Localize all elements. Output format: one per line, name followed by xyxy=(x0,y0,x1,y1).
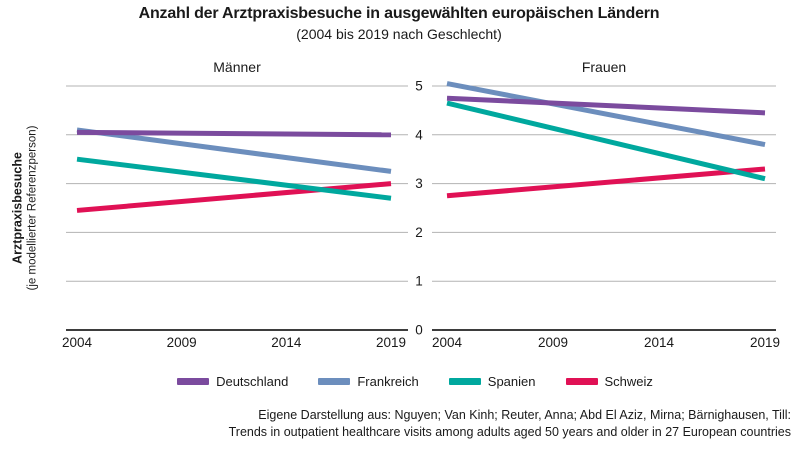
panel-title-manner: Männer xyxy=(213,59,261,75)
legend-item-schweiz: Schweiz xyxy=(565,374,653,389)
source-note-line1: Eigene Darstellung aus: Nguyen; Van Kinh… xyxy=(258,408,791,422)
series-line-spanien-frauen xyxy=(446,100,766,182)
legend-label: Schweiz xyxy=(604,374,653,389)
series-line-frankreich-manner xyxy=(76,127,392,174)
legend-swatch-schweiz xyxy=(565,378,598,385)
chart-subtitle: (2004 bis 2019 nach Geschlecht) xyxy=(296,26,502,42)
y-tick-label: 1 xyxy=(415,274,423,289)
series-line-schweiz-frauen xyxy=(446,166,766,199)
series-line-spanien-manner xyxy=(76,156,392,201)
legend-item-spanien: Spanien xyxy=(448,374,536,389)
x-tick-label: 2009 xyxy=(167,335,197,350)
legend-label: Deutschland xyxy=(216,374,289,389)
legend-swatch-frankreich xyxy=(318,378,351,385)
source-note-line2: Trends in outpatient healthcare visits a… xyxy=(228,425,791,439)
legend-item-deutschland: Deutschland xyxy=(177,374,288,389)
x-tick-label: 2014 xyxy=(644,335,675,350)
x-tick-label: 2009 xyxy=(538,335,568,350)
y-tick-label: 4 xyxy=(415,127,423,142)
x-tick-label: 2019 xyxy=(750,335,780,350)
panel-title-frauen: Frauen xyxy=(582,59,626,75)
legend-item-frankreich: Frankreich xyxy=(318,374,419,389)
series-line-deutschland-frauen xyxy=(446,95,766,116)
y-tick-label: 5 xyxy=(415,79,423,94)
source-note: Eigene Darstellung aus: Nguyen; Van Kinh… xyxy=(229,407,791,441)
y-tick-label: 3 xyxy=(415,176,423,191)
legend-label: Frankreich xyxy=(357,374,419,389)
x-tick-label: 2004 xyxy=(62,335,93,350)
x-tick-label: 2004 xyxy=(432,335,463,350)
x-tick-label: 2019 xyxy=(376,335,406,350)
series-line-deutschland-manner xyxy=(76,129,392,138)
series-line-frankreich-frauen xyxy=(446,81,766,148)
legend: Deutschland Frankreich Spanien Schweiz xyxy=(16,374,798,389)
x-tick-label: 2014 xyxy=(271,335,302,350)
series-line-schweiz-manner xyxy=(76,181,392,213)
legend-swatch-deutschland xyxy=(177,378,210,385)
y-tick-label: 2 xyxy=(415,225,423,240)
y-tick-label: 0 xyxy=(415,323,423,338)
legend-swatch-spanien xyxy=(448,378,481,385)
chart-title: Anzahl der Arztpraxisbesuche in ausgewäh… xyxy=(138,5,660,22)
legend-label: Spanien xyxy=(487,374,536,389)
